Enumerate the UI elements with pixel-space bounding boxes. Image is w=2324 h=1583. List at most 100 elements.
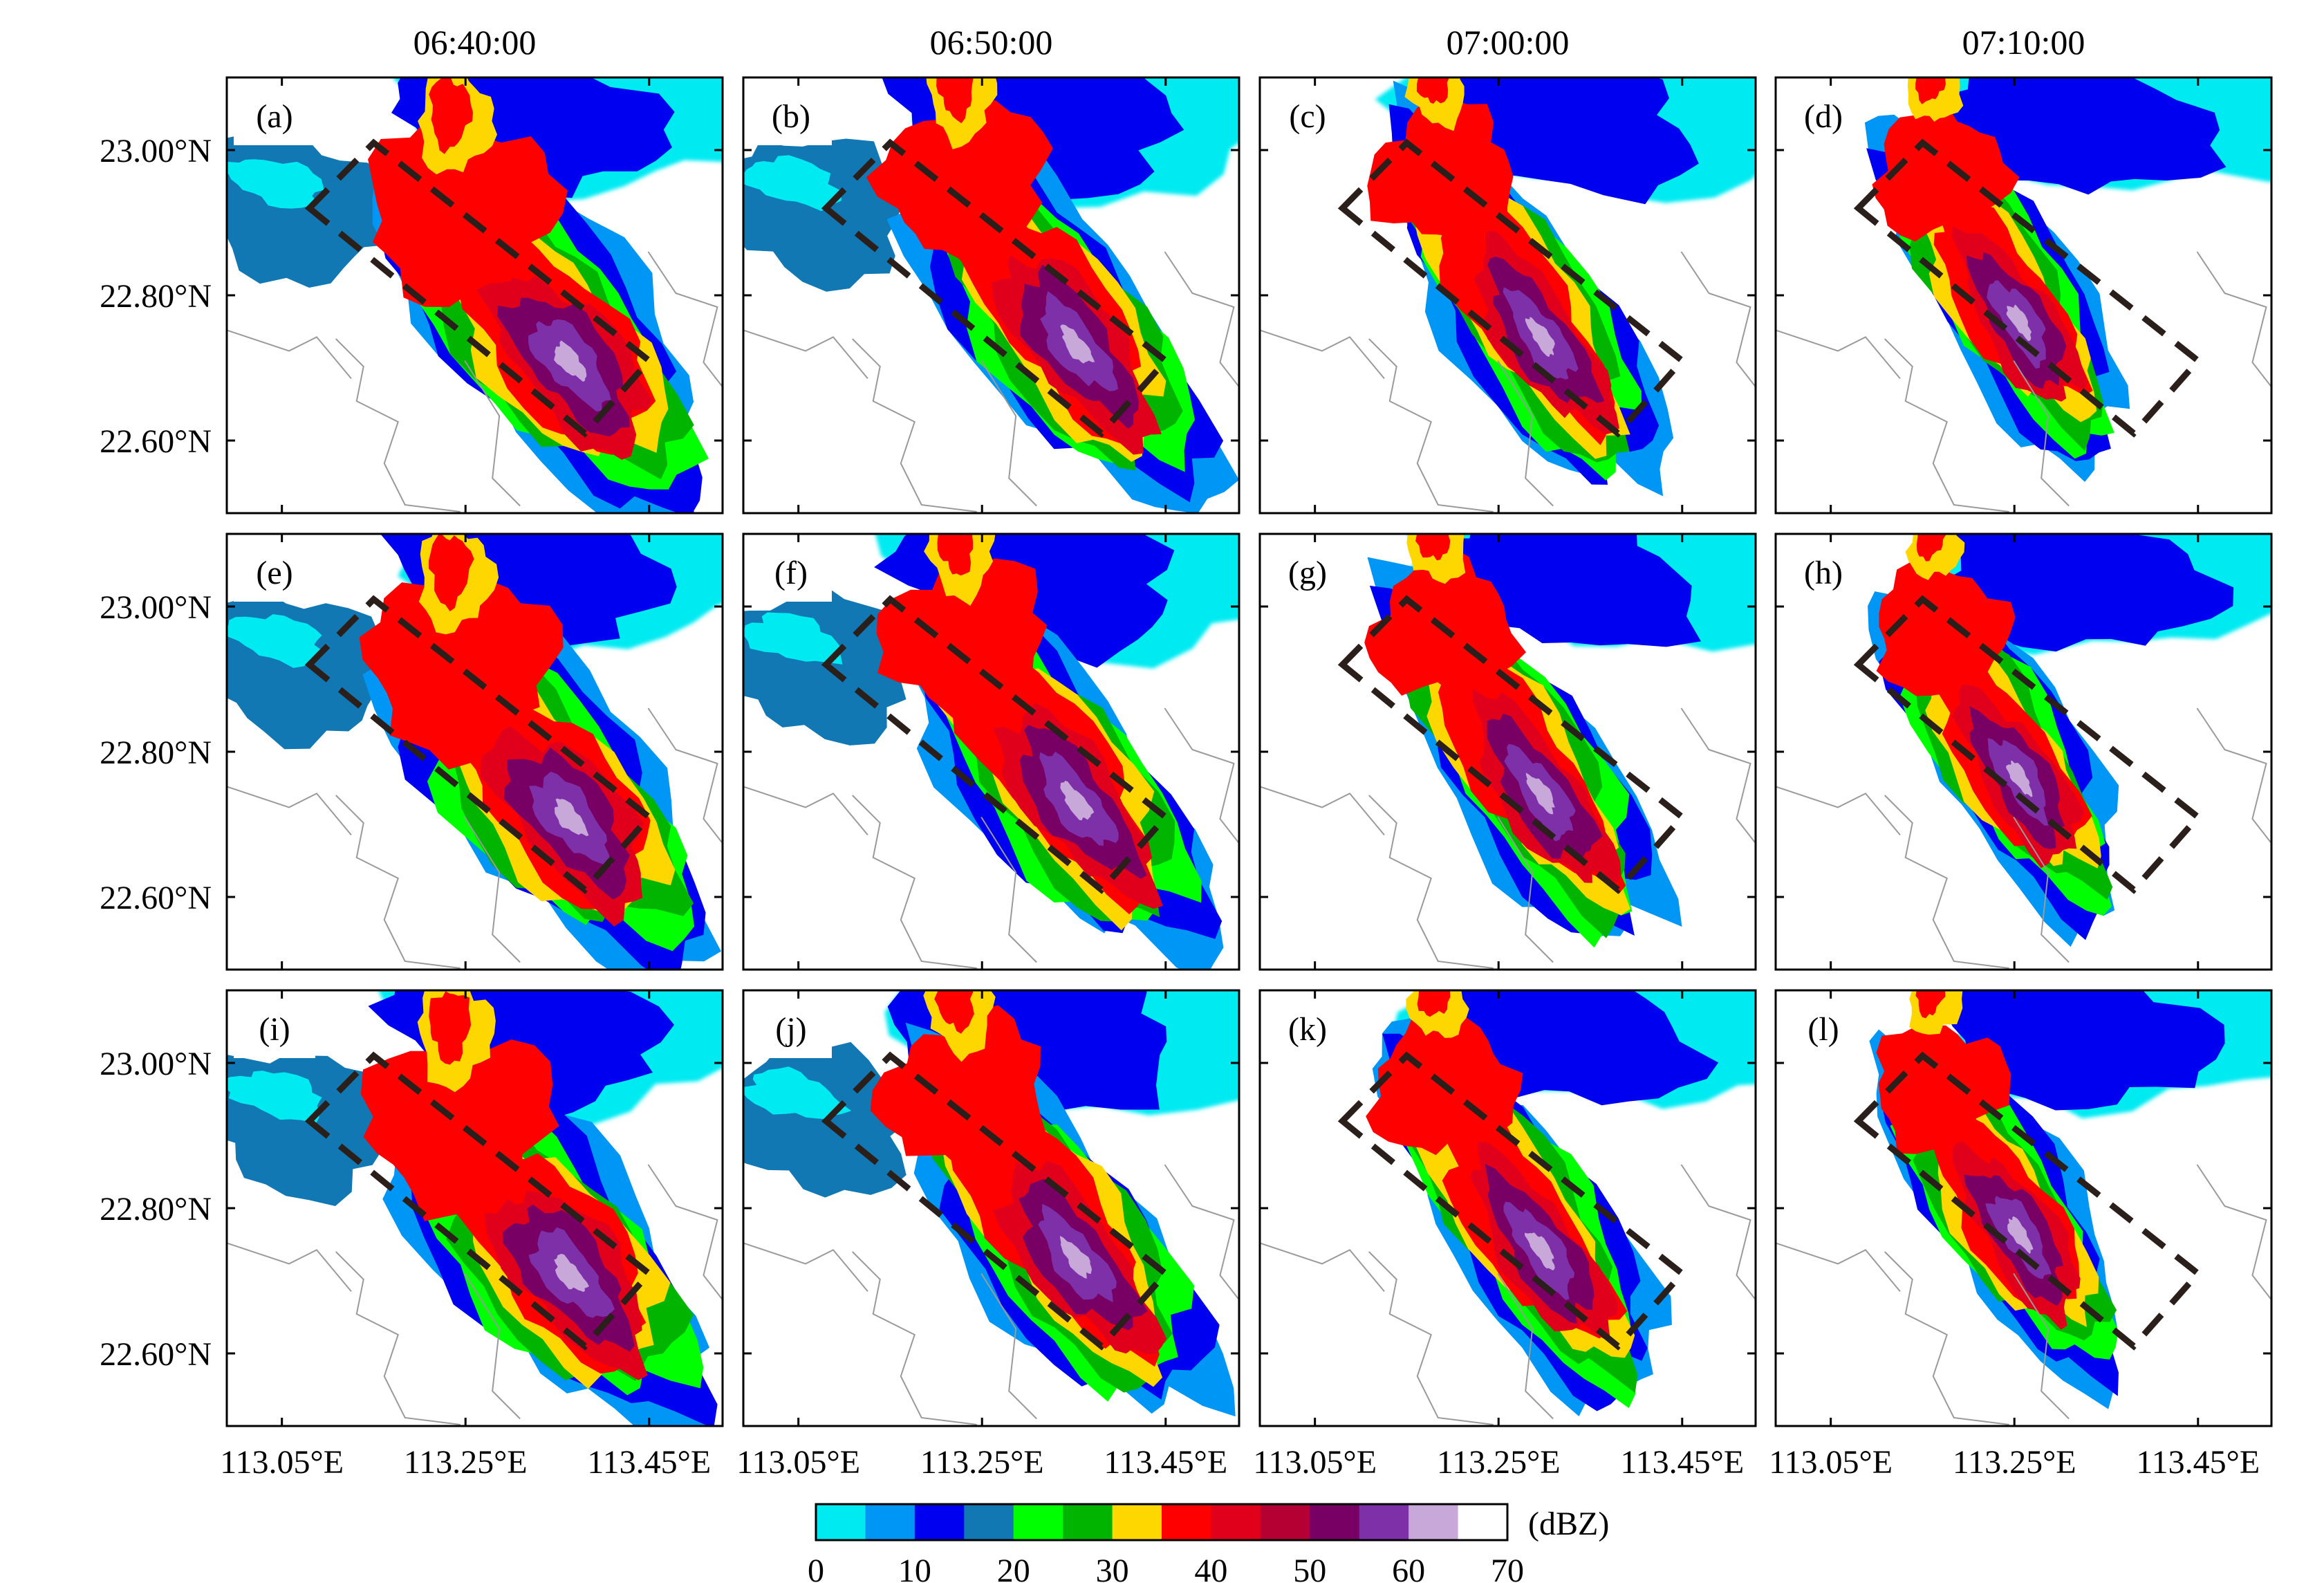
boundary-lines (1260, 1164, 1756, 1425)
panel-label: (j) (775, 1011, 806, 1048)
panel-label: (g) (1288, 555, 1327, 591)
colorbar-tick-label: 70 (1491, 1553, 1524, 1583)
panel-grid: (a) 23.00°N 22.80°N 22.60°N (b) (c) (d) (e) 23.0… (100, 76, 2273, 1481)
reflectivity-field (227, 534, 723, 970)
panel: (j) 113.05°E 113.25°E 113.45°E (736, 989, 1240, 1481)
dashed-analysis-box (1853, 595, 2203, 894)
reflectivity-field (743, 77, 1239, 513)
panel-label-box (1783, 541, 1864, 602)
dashed-analysis-box (821, 138, 1171, 438)
panel-label: (d) (1804, 98, 1843, 135)
x-tick-label: 113.25°E (1437, 1444, 1561, 1481)
reflectivity-field (227, 990, 723, 1426)
colorbar-swatch (1112, 1504, 1162, 1540)
y-tick-label: 22.80°N (100, 1191, 212, 1228)
colorbar-tick-label: 0 (808, 1553, 824, 1583)
dashed-analysis-box (1853, 1051, 2203, 1351)
x-tick-label: 113.25°E (1953, 1444, 2076, 1481)
colorbar-swatch (1409, 1504, 1459, 1540)
reflectivity-field (227, 77, 723, 513)
panel-label: (b) (772, 98, 810, 135)
colorbar-swatch (816, 1504, 866, 1540)
panel-label: (c) (1289, 98, 1326, 135)
column-title: 06:50:00 (930, 23, 1053, 62)
boundary-lines (1260, 251, 1756, 512)
panel-label: (l) (1807, 1011, 1839, 1048)
x-tick-label: 113.45°E (2136, 1444, 2260, 1481)
dashed-analysis-box (304, 138, 654, 438)
reflectivity-field (743, 990, 1239, 1426)
panel-label-box (1267, 84, 1348, 145)
boundary-lines (1776, 1164, 2271, 1425)
panel: (i) 23.00°N 22.80°N 22.60°N 113.05°E 113.25°E… (100, 989, 724, 1481)
panel: (b) (742, 76, 1240, 515)
y-tick-label: 22.80°N (100, 734, 212, 771)
y-tick-label: 23.00°N (100, 589, 212, 626)
x-tick-label: 113.05°E (1253, 1444, 1377, 1481)
panel-label-box (1783, 997, 1864, 1058)
boundary-lines (227, 707, 723, 969)
panel: (k) 113.05°E 113.25°E 113.45°E (1253, 989, 1757, 1481)
dashed-analysis-box (304, 595, 654, 894)
dashed-analysis-box (304, 1051, 654, 1351)
panel-label: (i) (259, 1011, 290, 1048)
colorbar-tick-label: 40 (1194, 1553, 1227, 1583)
x-tick-label: 113.05°E (736, 1444, 860, 1481)
panel: (a) 23.00°N 22.80°N 22.60°N (100, 76, 724, 515)
colorbar-swatch (1260, 1504, 1310, 1540)
x-tick-label: 113.05°E (1769, 1444, 1893, 1481)
panel: (f) (742, 533, 1240, 971)
panel: (c) (1258, 76, 1757, 515)
column-title: 07:00:00 (1447, 23, 1570, 62)
reflectivity-field (743, 534, 1239, 970)
colorbar-frame (815, 1503, 1509, 1542)
x-tick-label: 113.45°E (1620, 1444, 1744, 1481)
reflectivity-field (1260, 77, 1756, 513)
colorbar-tick-label: 20 (997, 1553, 1030, 1583)
boundary-lines (1260, 707, 1756, 969)
dashed-analysis-box (1337, 1051, 1687, 1351)
panel-label: (k) (1288, 1011, 1327, 1048)
y-tick-label: 22.60°N (100, 423, 212, 460)
colorbar-swatch (1013, 1504, 1063, 1540)
panel-label: (e) (256, 555, 292, 591)
panel: (d) (1774, 76, 2273, 515)
x-tick-label: 113.45°E (1104, 1444, 1227, 1481)
boundary-lines (1776, 707, 2271, 969)
colorbar-swatch (1310, 1504, 1360, 1540)
dashed-analysis-box (1853, 138, 2203, 438)
colorbar-swatch (964, 1504, 1014, 1540)
y-tick-label: 23.00°N (100, 133, 212, 169)
y-tick-label: 22.80°N (100, 278, 212, 315)
reflectivity-field (1260, 990, 1756, 1426)
reflectivity-field (1776, 77, 2271, 513)
reflectivity-field (1776, 534, 2271, 970)
colorbar-swatch (1162, 1504, 1211, 1540)
colorbar-tick-label: 60 (1392, 1553, 1425, 1583)
column-title: 06:40:00 (413, 23, 537, 62)
x-tick-label: 113.05°E (220, 1444, 344, 1481)
colorbar-swatch (1359, 1504, 1409, 1540)
panel-label-box (750, 84, 832, 145)
y-tick-label: 23.00°N (100, 1046, 212, 1082)
colorbar-tick-label: 30 (1096, 1553, 1129, 1583)
panel-label-box (1783, 84, 1864, 145)
y-tick-label: 22.60°N (100, 880, 212, 916)
boundary-lines (227, 251, 723, 512)
x-tick-label: 113.25°E (920, 1444, 1044, 1481)
colorbar-swatch (914, 1504, 965, 1540)
colorbar-swatch (1458, 1504, 1508, 1540)
boundary-lines (743, 251, 1239, 512)
panel: (h) (1774, 533, 2273, 971)
dashed-analysis-box (1337, 595, 1687, 894)
colorbar-swatch (865, 1504, 915, 1540)
panel-label: (f) (774, 555, 808, 591)
colorbar: 0 10 20 30 40 50 60 70(dBZ) (808, 1503, 1609, 1583)
colorbar-tick-label: 50 (1293, 1553, 1326, 1583)
x-tick-label: 113.45°E (587, 1444, 711, 1481)
panel-label-box (750, 997, 832, 1058)
reflectivity-field (1260, 534, 1756, 970)
colorbar-swatch (1211, 1504, 1261, 1540)
panel: (e) 23.00°N 22.80°N 22.60°N (100, 533, 724, 971)
